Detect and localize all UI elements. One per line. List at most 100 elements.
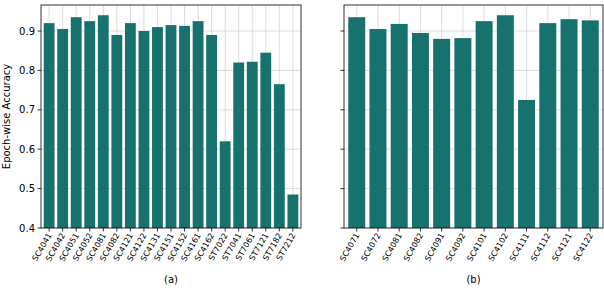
bar xyxy=(57,29,68,228)
bar xyxy=(391,24,408,228)
x-tick xyxy=(184,228,185,232)
bar xyxy=(247,62,258,228)
x-tick xyxy=(377,228,378,232)
frame xyxy=(344,5,603,228)
x-tick-label: ST7212 xyxy=(275,232,298,263)
y-tick xyxy=(341,149,345,150)
x-tick-label: SC4122 xyxy=(572,232,595,263)
bars xyxy=(44,15,299,228)
y-tick xyxy=(341,70,345,71)
bar xyxy=(369,29,386,228)
x-tick-label: SC4121 xyxy=(550,232,573,263)
bar xyxy=(139,31,150,228)
x-tick xyxy=(420,228,421,232)
y-tick xyxy=(341,228,345,229)
x-tick xyxy=(89,228,90,232)
x-tick-label: SC4072 xyxy=(359,232,382,263)
y-tick-label: 0.7 xyxy=(19,104,35,115)
bar xyxy=(206,35,217,228)
y-tick xyxy=(38,70,42,71)
bar xyxy=(220,141,231,228)
bar xyxy=(476,21,493,228)
x-tick xyxy=(292,228,293,232)
bar xyxy=(125,23,136,228)
x-tick-label: SC4081 xyxy=(381,232,404,263)
y-tick-label: 0.6 xyxy=(19,144,35,155)
bar xyxy=(98,15,109,228)
x-tick xyxy=(157,228,158,232)
bar xyxy=(233,63,244,228)
bar xyxy=(260,53,271,228)
y-tick xyxy=(38,228,42,229)
x-tick-label: SC4071 xyxy=(338,232,361,263)
bar xyxy=(433,39,450,228)
bar xyxy=(582,20,599,228)
x-tick xyxy=(569,228,570,232)
y-tick-label: 0.9 xyxy=(19,26,35,37)
figure: 0.40.50.60.70.80.9SC4041SC4042SC4051SC40… xyxy=(0,0,604,288)
x-tick-label: SC4092 xyxy=(444,232,467,263)
x-tick xyxy=(225,228,226,232)
bar xyxy=(152,27,163,228)
bar xyxy=(412,33,429,228)
y-tick-label: 0.4 xyxy=(19,223,35,234)
y-tick xyxy=(38,149,42,150)
bar xyxy=(287,195,298,228)
bar xyxy=(71,17,82,228)
bar xyxy=(454,38,471,228)
x-tick xyxy=(462,228,463,232)
bar xyxy=(497,15,514,228)
y-tick xyxy=(38,109,42,110)
x-tick xyxy=(547,228,548,232)
bar xyxy=(274,84,285,228)
x-tick xyxy=(198,228,199,232)
x-tick xyxy=(265,228,266,232)
x-tick xyxy=(484,228,485,232)
x-tick xyxy=(171,228,172,232)
x-label: (b) xyxy=(466,274,480,285)
x-tick xyxy=(211,228,212,232)
bar xyxy=(44,23,55,228)
y-tick xyxy=(341,188,345,189)
x-tick-label: SC4102 xyxy=(487,231,510,262)
bar xyxy=(539,23,556,228)
x-tick xyxy=(103,228,104,232)
y-tick xyxy=(38,31,42,32)
x-tick xyxy=(62,228,63,232)
y-tick xyxy=(341,109,345,110)
frame xyxy=(41,5,301,228)
x-label: (a) xyxy=(164,274,178,285)
x-tick-label: SC4112 xyxy=(529,232,552,263)
x-tick xyxy=(252,228,253,232)
x-tick xyxy=(49,228,50,232)
x-tick xyxy=(76,228,77,232)
x-tick xyxy=(505,228,506,232)
x-tick xyxy=(441,228,442,232)
x-tick-label: SC4082 xyxy=(402,232,425,263)
bar xyxy=(193,21,204,228)
y-tick xyxy=(341,31,345,32)
x-tick-label: SC4101 xyxy=(466,232,489,263)
y-tick-label: 0.5 xyxy=(19,183,35,194)
x-tick-label: SC4091 xyxy=(423,232,446,263)
y-label: Epoch-wise Accuracy xyxy=(1,64,12,169)
x-tick xyxy=(238,228,239,232)
y-tick-label: 0.8 xyxy=(19,65,35,76)
bar xyxy=(111,35,122,228)
x-tick xyxy=(356,228,357,232)
bar xyxy=(166,25,177,228)
x-tick xyxy=(116,228,117,232)
y-tick xyxy=(38,188,42,189)
x-tick xyxy=(399,228,400,232)
bar xyxy=(561,19,578,228)
x-tick xyxy=(590,228,591,232)
bar xyxy=(518,100,535,228)
x-tick xyxy=(130,228,131,232)
x-tick xyxy=(279,228,280,232)
chart: 0.40.50.60.70.80.9SC4041SC4042SC4051SC40… xyxy=(1,5,301,285)
bars xyxy=(348,15,599,228)
x-tick-label: SC4111 xyxy=(508,232,531,263)
bar xyxy=(179,26,190,228)
x-tick xyxy=(526,228,527,232)
bar xyxy=(348,17,365,228)
